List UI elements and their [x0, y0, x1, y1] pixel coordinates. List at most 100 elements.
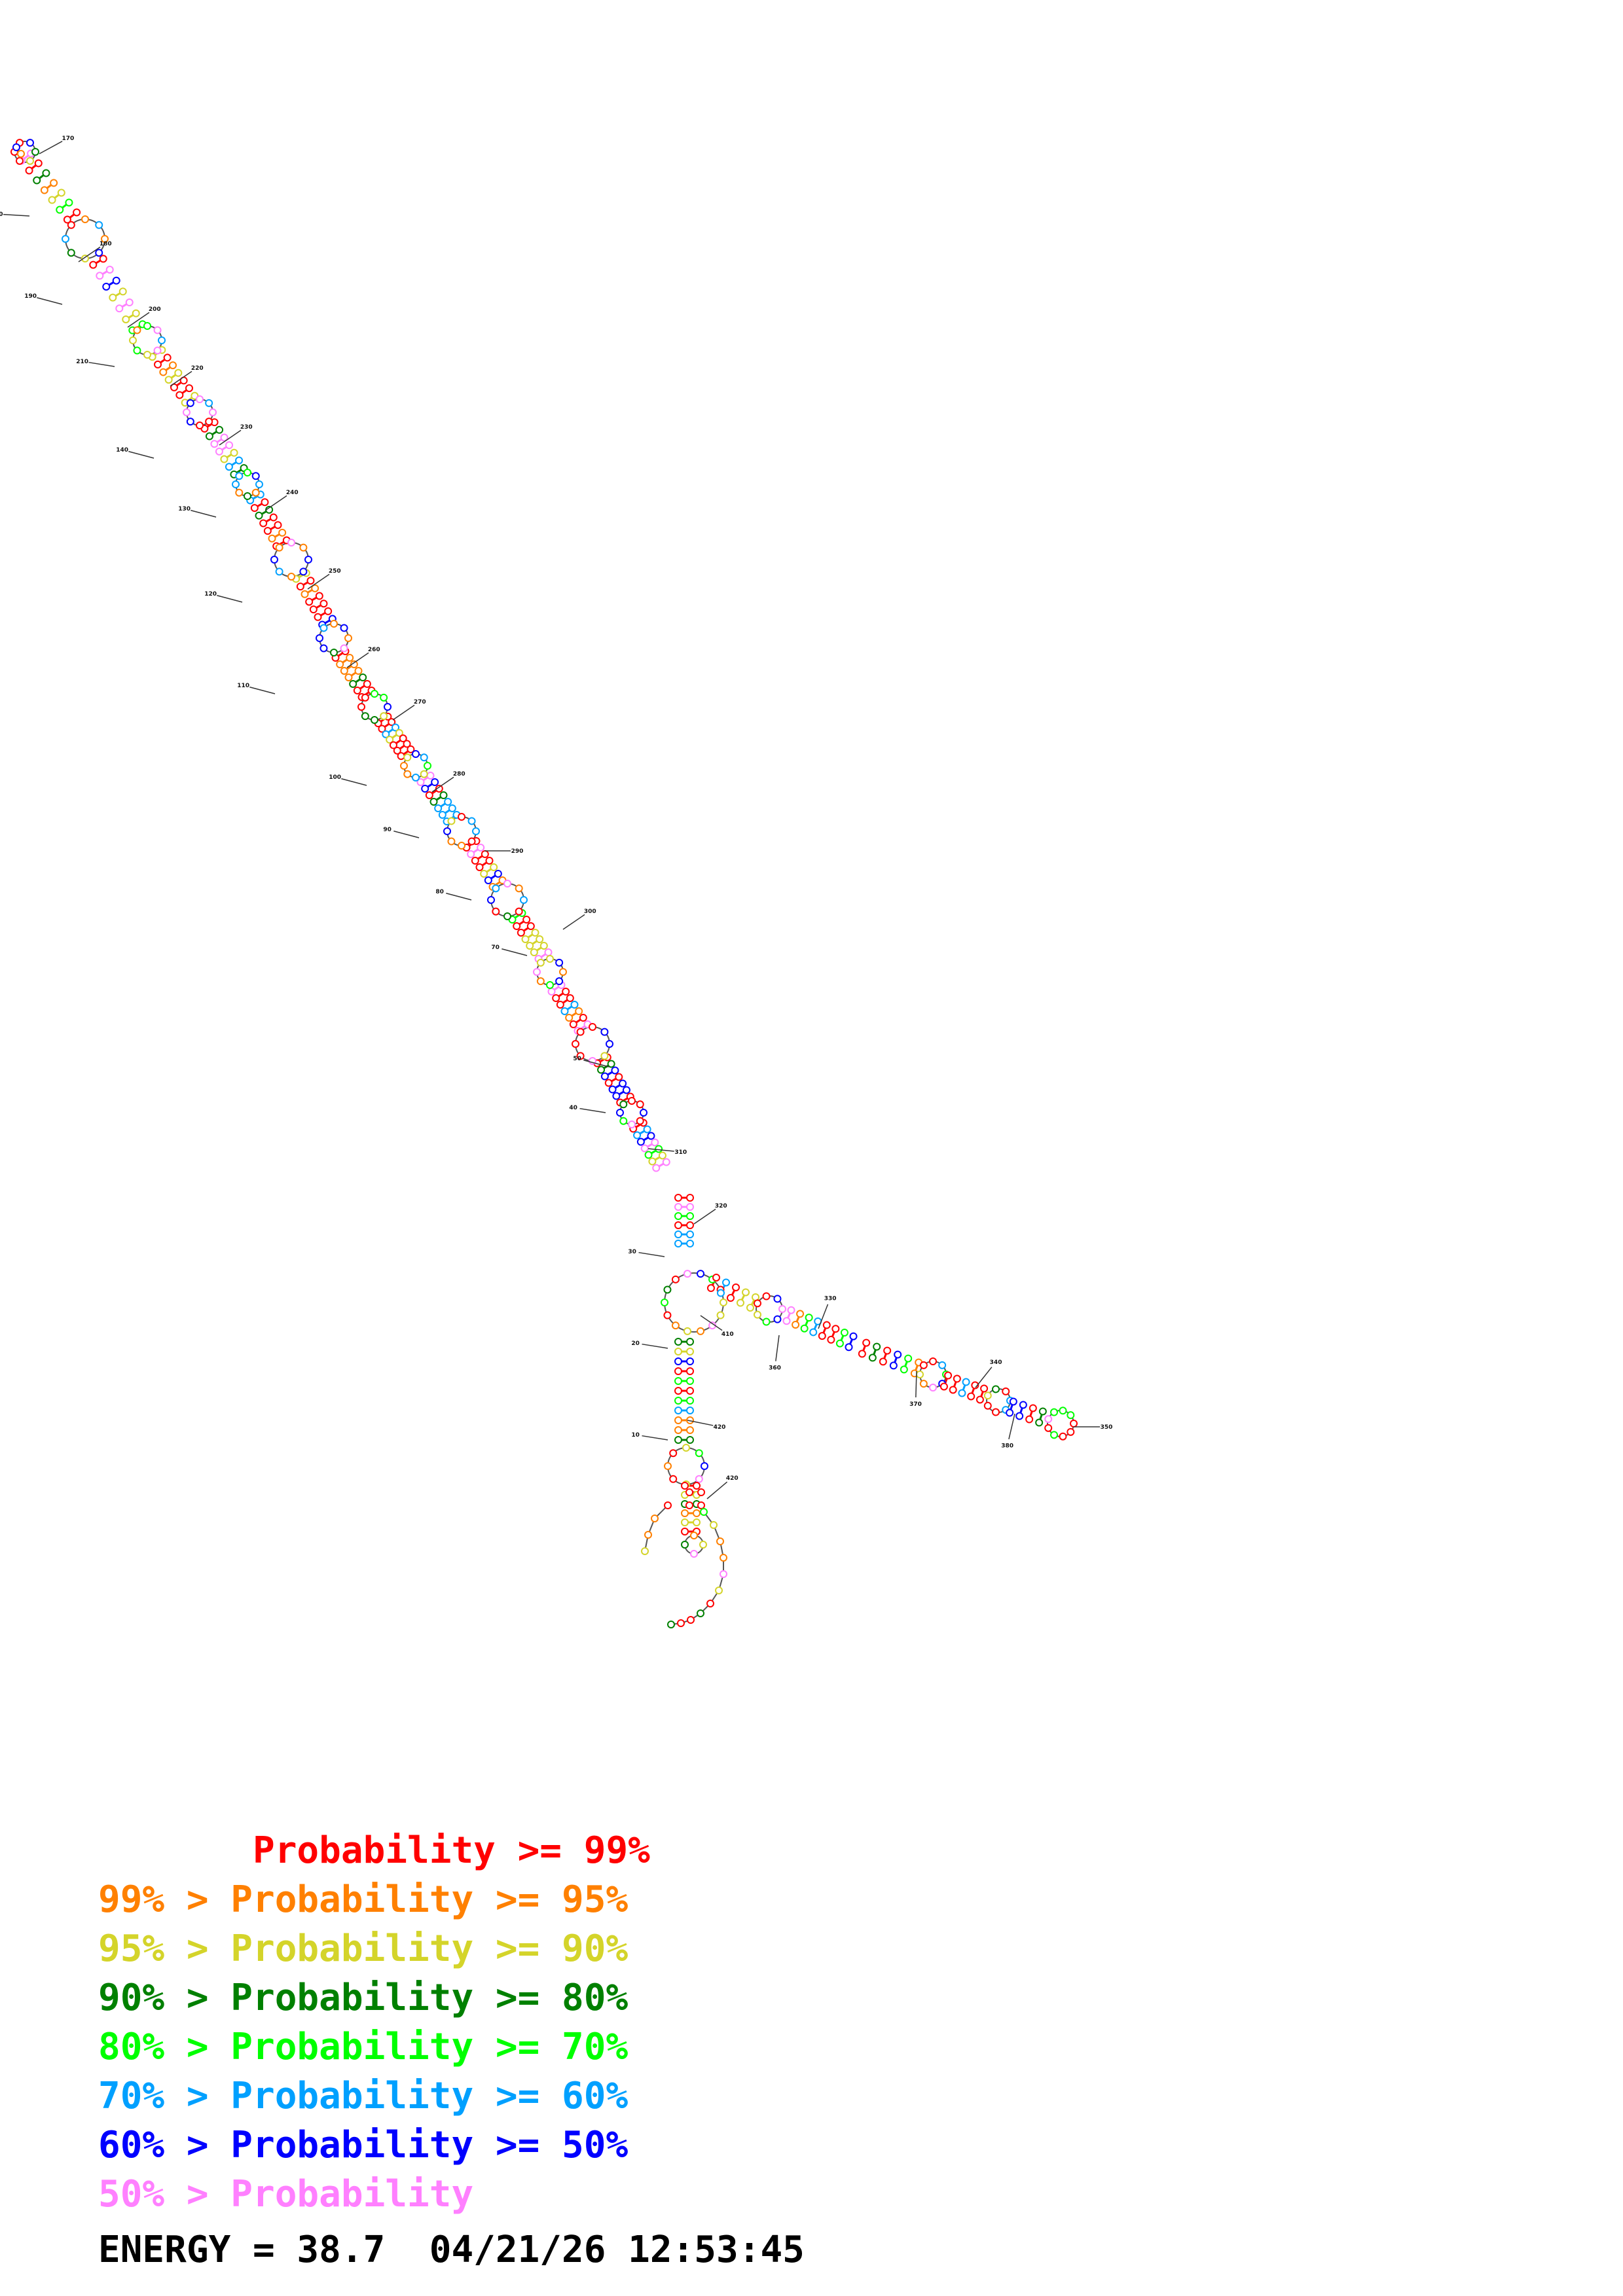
position-number: 330 [824, 1295, 837, 1302]
position-number: 190 [24, 293, 37, 300]
nucleotide [230, 448, 238, 457]
nucleotide [63, 215, 71, 224]
nucleotide [435, 785, 443, 793]
nucleotide [873, 1342, 881, 1351]
nucleotide [25, 166, 33, 175]
nucleotide [669, 1449, 678, 1458]
nucleotide [662, 1158, 670, 1166]
position-ticks: 170 160 180 190 200 210 220 140 230 130 240 120 250 1… [0, 135, 1112, 1499]
nucleotide [357, 703, 365, 711]
nucleotide [255, 511, 263, 520]
nucleotide [57, 188, 65, 197]
nucleotide [1044, 1424, 1053, 1432]
nucleotide [153, 326, 162, 334]
nucleotide [278, 528, 287, 537]
nucleotide [773, 1315, 782, 1323]
position-tick [307, 573, 330, 590]
position-number: 310 [674, 1149, 687, 1156]
position-tick [579, 1107, 606, 1113]
nucleotide [800, 1324, 809, 1333]
nucleotide [991, 1385, 1000, 1393]
nucleotide [706, 1284, 715, 1293]
nucleotide [336, 660, 344, 668]
nucleotide [570, 1001, 579, 1009]
nucleotide [458, 813, 465, 821]
nucleotide [112, 276, 120, 285]
nucleotide [983, 1401, 992, 1410]
nucleotide [235, 456, 244, 465]
nucleotide [73, 208, 81, 217]
nucleotide [710, 1521, 718, 1529]
nucleotide [681, 1541, 689, 1549]
nucleotide [397, 752, 405, 761]
nucleotide [129, 336, 137, 344]
position-number: 100 [329, 774, 341, 781]
nucleotide [170, 383, 179, 391]
nucleotide [686, 1397, 694, 1405]
nucleotide [287, 573, 295, 581]
position-number: 220 [191, 365, 204, 372]
nucleotide [536, 977, 545, 986]
nucleotide [862, 1338, 871, 1347]
nucleotide [65, 198, 73, 207]
nucleotide [319, 644, 328, 653]
nucleotide [250, 504, 259, 512]
nucleotide [677, 1619, 685, 1627]
legend-row: 60% > Probability >= 50% [98, 2124, 629, 2166]
nucleotide [340, 644, 348, 653]
nucleotide [186, 399, 194, 407]
position-tick [392, 704, 415, 721]
nucleotide [552, 994, 560, 1002]
nucleotide [168, 361, 177, 370]
nucleotide [612, 1092, 621, 1100]
nucleotide [533, 968, 541, 976]
nucleotide [697, 1327, 705, 1335]
nucleotide [822, 1321, 831, 1329]
nucleotide [958, 1389, 966, 1397]
nucleotide [31, 148, 39, 156]
nucleotide [805, 1314, 813, 1322]
nucleotide [354, 667, 363, 675]
nucleotide [447, 817, 456, 825]
nucleotide [690, 1550, 698, 1558]
nucleotide [467, 837, 476, 846]
nucleotide [686, 1203, 694, 1211]
nucleotide [122, 315, 130, 323]
nucleotide [683, 1270, 691, 1278]
nucleotide [153, 346, 162, 355]
nucleotide [904, 1354, 913, 1363]
nucleotide [350, 660, 358, 669]
nucleotide [330, 620, 338, 628]
nucleotide [494, 870, 502, 878]
nucleotide [674, 1338, 682, 1346]
position-tick [446, 893, 472, 901]
nucleotide [611, 1066, 619, 1075]
nucleotide [619, 1100, 628, 1109]
nucleotide [600, 1072, 609, 1081]
nucleotide [536, 935, 544, 944]
position-number: 210 [76, 359, 88, 365]
nucleotide [720, 1570, 727, 1578]
legend-row: 90% > Probability >= 80% [98, 1977, 629, 2019]
nucleotide [1059, 1432, 1067, 1441]
nucleotide [371, 690, 378, 698]
nucleotide [681, 1528, 689, 1535]
nucleotide [681, 1482, 689, 1490]
nucleotide [174, 368, 183, 377]
rna-structure-diagram: 170 160 180 190 200 210 220 140 230 130 240 120 250 1… [0, 135, 1112, 1628]
nucleotide [380, 712, 388, 721]
nucleotide [562, 988, 570, 996]
nucleotide [1050, 1431, 1058, 1439]
position-number: 360 [769, 1365, 781, 1372]
position-number: 250 [329, 568, 341, 575]
position-tick [39, 141, 63, 154]
nucleotide [575, 1007, 583, 1016]
nucleotide [439, 791, 448, 800]
nucleotide [125, 298, 134, 307]
nucleotide [115, 304, 124, 313]
nucleotide [636, 1138, 645, 1146]
position-tick [775, 1335, 780, 1361]
nucleotide [521, 935, 530, 943]
nucleotide [403, 770, 412, 778]
nucleotide [619, 1117, 628, 1125]
